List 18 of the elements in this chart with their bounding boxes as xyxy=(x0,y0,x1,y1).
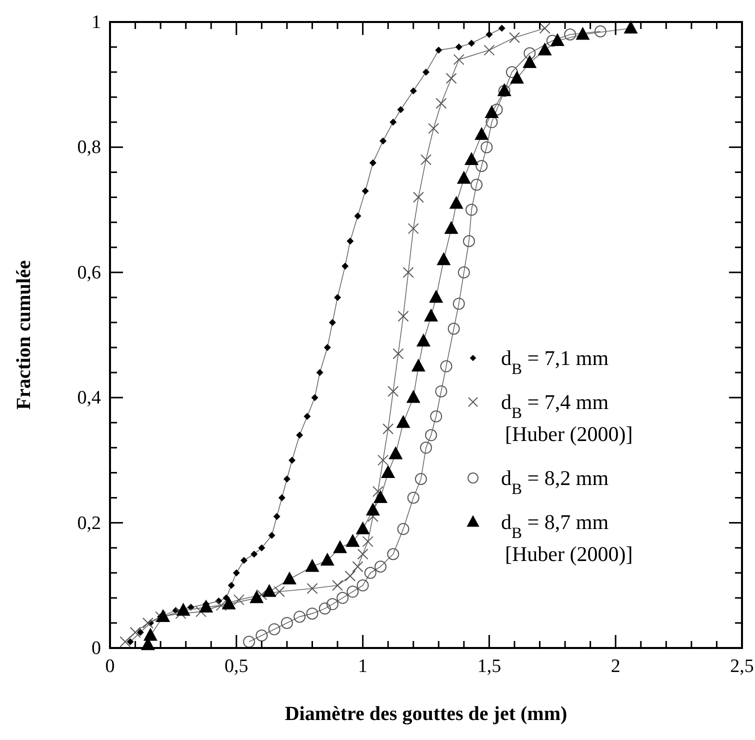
y-tick-label: 1 xyxy=(92,12,101,33)
y-tick-label: 0,6 xyxy=(77,262,101,284)
legend-label: d$_{B}$ = 7,4 mm [Huber (2000)] xyxy=(501,390,633,446)
x-tick-label: 2,5 xyxy=(730,656,754,677)
y-tick-label: 0,8 xyxy=(77,137,101,158)
x-axis-title: Diamètre des gouttes de jet (mm) xyxy=(284,703,568,725)
y-tick-label: 0,4 xyxy=(77,388,102,409)
y-tick-label: 0,2 xyxy=(77,512,101,534)
legend-label: d$_{B}$ = 8,2 mm xyxy=(501,466,609,498)
x-tick-label: 1,5 xyxy=(477,656,502,677)
x-tick-label: 0,5 xyxy=(224,656,248,677)
y-axis-title: Fraction cumulée xyxy=(13,260,35,410)
x-tick-label: 2 xyxy=(610,656,620,677)
x-tick-label: 1 xyxy=(358,656,368,677)
y-tick-label: 0 xyxy=(92,638,101,659)
x-tick-label: 0 xyxy=(105,656,115,677)
legend-label: d$_{B}$ = 8,7 mm [Huber (2000)] xyxy=(501,510,633,566)
legend-label: d$_{B}$ = 7,1 mm xyxy=(501,346,609,378)
